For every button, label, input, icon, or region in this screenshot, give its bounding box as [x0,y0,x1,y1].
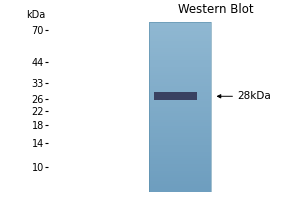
Bar [149,188,211,190]
Bar [149,94,211,96]
Bar [149,124,211,126]
Bar [154,92,197,100]
Bar [149,109,211,111]
Bar [149,41,211,43]
Bar [149,82,211,84]
Bar [149,30,211,33]
Bar [149,88,211,90]
Bar [149,152,211,154]
Bar [149,113,211,116]
Bar [149,166,211,169]
Bar [149,107,211,109]
Bar [149,92,211,94]
Bar [149,45,211,48]
Bar [149,164,211,166]
Bar [149,122,211,124]
Bar [149,160,211,162]
Bar [149,33,211,35]
Bar [149,186,211,188]
Bar [149,162,211,164]
Bar [149,47,211,50]
Bar [149,179,211,181]
Bar [149,184,211,186]
Bar [149,24,211,26]
Bar [149,158,211,160]
Bar [149,69,211,71]
Bar [149,50,211,52]
Bar [149,135,211,137]
Bar [149,173,211,175]
Bar [149,101,211,103]
Bar [149,132,211,135]
Bar [149,28,211,31]
Bar [149,35,211,37]
Bar [149,52,211,54]
Bar [149,126,211,128]
Bar [149,103,211,105]
Bar [149,62,211,65]
Bar [149,98,211,101]
Text: Western Blot: Western Blot [178,3,254,16]
Bar [149,111,211,113]
Bar [149,73,211,75]
Bar [149,139,211,141]
Bar [149,26,211,28]
Bar [149,118,211,120]
Bar [149,169,211,171]
Bar [149,181,211,184]
Bar [149,22,211,24]
Bar [149,54,211,56]
Bar [149,128,211,130]
Bar [149,154,211,156]
Bar [149,105,211,107]
Bar [149,147,211,150]
Bar [149,71,211,73]
Bar [149,86,211,88]
Bar [149,58,211,60]
Bar [149,56,211,58]
Text: kDa: kDa [26,10,46,20]
Bar [149,43,211,45]
Bar [149,96,211,98]
Bar [149,67,211,69]
Bar [149,130,211,132]
Bar [149,190,211,192]
Bar [149,75,211,77]
Bar [149,175,211,177]
Bar [149,171,211,173]
Bar [149,137,211,139]
Bar [149,90,211,92]
Bar [149,143,211,145]
Bar [149,120,211,122]
Bar [149,156,211,158]
Text: 28kDa: 28kDa [238,91,272,101]
Bar [149,64,211,67]
Bar [149,22,211,192]
Bar [149,84,211,86]
Bar [149,145,211,147]
Bar [149,77,211,79]
Bar [149,39,211,41]
Bar [149,150,211,152]
Bar [149,141,211,143]
Bar [149,37,211,39]
Bar [149,116,211,118]
Bar [149,177,211,179]
Bar [149,79,211,82]
Bar [149,60,211,62]
